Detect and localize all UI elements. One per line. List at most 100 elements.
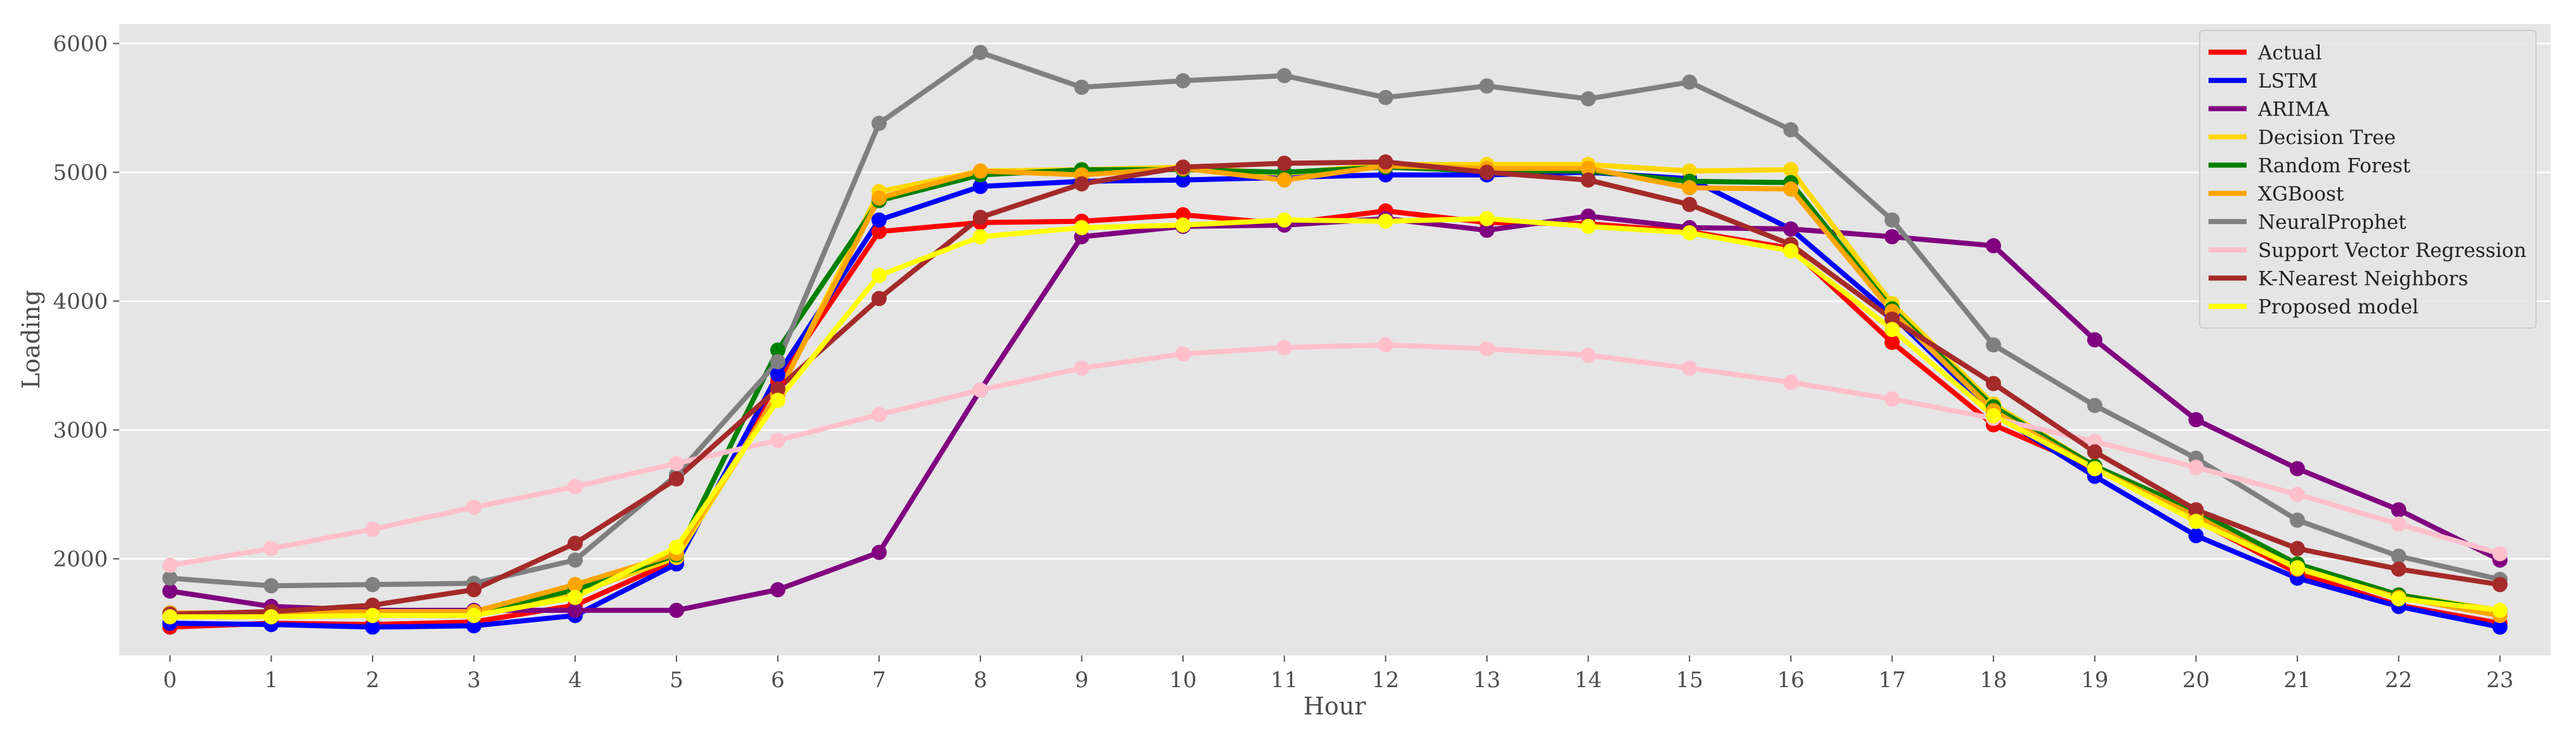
data-point-arima <box>668 602 684 618</box>
data-point-support-vector-regression <box>2188 459 2204 475</box>
data-point-k-nearest-neighbors <box>2289 541 2305 556</box>
data-point-support-vector-regression <box>1580 347 1596 363</box>
series-points-support-vector-regression <box>162 337 2508 573</box>
data-point-support-vector-regression <box>2289 487 2305 503</box>
x-tick-label: 14 <box>1575 667 1602 693</box>
y-tick-label: 5000 <box>53 161 108 186</box>
y-axis-ticks: 2000 3000 4000 5000 6000 <box>53 31 119 572</box>
data-point-random-forest <box>770 342 786 358</box>
data-point-k-nearest-neighbors <box>1378 154 1394 170</box>
data-point-proposed-model <box>1986 408 2002 424</box>
legend-label-proposed-model: Proposed model <box>2258 296 2419 319</box>
data-point-neuralprophet <box>2289 512 2305 528</box>
y-tick-label: 4000 <box>53 289 108 315</box>
x-tick-label: 23 <box>2487 667 2514 693</box>
data-point-proposed-model <box>972 229 988 245</box>
data-point-k-nearest-neighbors <box>1074 176 1090 192</box>
data-point-neuralprophet <box>1884 212 1900 228</box>
data-point-lstm <box>972 178 988 194</box>
data-point-actual <box>1884 334 1900 350</box>
y-tick-label: 3000 <box>53 418 108 444</box>
x-tick-label: 21 <box>2283 667 2311 693</box>
data-point-support-vector-regression <box>162 557 178 573</box>
data-point-neuralprophet <box>2087 398 2103 414</box>
y-tick-label: 6000 <box>53 31 108 56</box>
data-point-neuralprophet <box>567 552 583 568</box>
x-tick-label: 17 <box>1879 667 1906 693</box>
data-point-neuralprophet <box>1276 68 1292 84</box>
data-point-proposed-model <box>2391 591 2407 607</box>
plot-background <box>119 24 2551 655</box>
series-points-proposed-model <box>162 211 2508 625</box>
series-line-proposed-model <box>169 216 2500 620</box>
data-point-arima <box>567 602 583 618</box>
data-point-proposed-model <box>1378 213 1394 229</box>
data-point-xgboost <box>1783 181 1799 197</box>
data-point-proposed-model <box>567 589 583 605</box>
x-tick-label: 1 <box>265 667 279 693</box>
x-tick-label: 16 <box>1777 667 1804 693</box>
data-point-k-nearest-neighbors <box>567 536 583 551</box>
data-point-k-nearest-neighbors <box>1682 197 1698 213</box>
data-point-arima <box>2087 332 2103 348</box>
data-point-neuralprophet <box>770 354 786 369</box>
data-point-support-vector-regression <box>1378 337 1394 353</box>
data-point-k-nearest-neighbors <box>770 381 786 397</box>
data-point-lstm <box>365 619 381 635</box>
legend-label-xgboost: XGBoost <box>2258 183 2344 206</box>
data-point-k-nearest-neighbors <box>2188 502 2204 518</box>
data-point-arima <box>1884 229 1900 245</box>
data-point-proposed-model <box>871 268 887 283</box>
data-point-decision-tree <box>1783 162 1799 178</box>
data-point-xgboost <box>972 163 988 179</box>
x-axis-label: Hour <box>1304 692 1366 720</box>
data-point-lstm <box>2492 619 2508 635</box>
data-point-proposed-model <box>668 539 684 555</box>
data-point-support-vector-regression <box>1074 360 1090 376</box>
x-tick-label: 2 <box>366 667 380 693</box>
data-point-proposed-model <box>1175 217 1191 233</box>
legend-label-lstm: LSTM <box>2258 70 2318 93</box>
x-tick-label: 9 <box>1075 667 1089 693</box>
x-tick-label: 3 <box>467 667 481 693</box>
data-point-proposed-model <box>263 609 279 625</box>
legend-label-actual: Actual <box>2257 41 2322 64</box>
data-point-support-vector-regression <box>871 407 887 423</box>
data-point-k-nearest-neighbors <box>1986 376 2002 391</box>
x-tick-label: 12 <box>1372 667 1399 693</box>
data-point-neuralprophet <box>1580 91 1596 107</box>
data-point-neuralprophet <box>1074 79 1090 95</box>
data-point-k-nearest-neighbors <box>1479 164 1495 180</box>
x-tick-label: 6 <box>771 667 785 693</box>
data-point-xgboost <box>1276 172 1292 188</box>
data-point-arima <box>770 582 786 598</box>
data-point-support-vector-regression <box>365 522 381 537</box>
data-point-xgboost <box>1580 161 1596 176</box>
data-point-neuralprophet <box>1479 78 1495 94</box>
x-tick-label: 7 <box>872 667 886 693</box>
data-point-k-nearest-neighbors <box>2087 444 2103 460</box>
data-point-xgboost <box>871 190 887 206</box>
x-tick-label: 18 <box>1979 667 2007 693</box>
data-point-arima <box>871 544 887 560</box>
data-point-neuralprophet <box>1378 89 1394 105</box>
data-point-support-vector-regression <box>1175 346 1191 362</box>
data-point-neuralprophet <box>1682 74 1698 90</box>
x-tick-label: 0 <box>163 667 177 693</box>
data-point-support-vector-regression <box>466 499 482 515</box>
data-point-lstm <box>770 367 786 383</box>
data-point-neuralprophet <box>365 577 381 593</box>
y-axis-label: Loading <box>17 290 45 389</box>
data-point-support-vector-regression <box>2492 546 2508 562</box>
data-point-support-vector-regression <box>1884 391 1900 407</box>
data-point-k-nearest-neighbors <box>2391 561 2407 577</box>
legend-label-arima: ARIMA <box>2257 98 2330 121</box>
data-point-proposed-model <box>365 608 381 624</box>
legend-label-random-forest: Random Forest <box>2258 154 2411 177</box>
legend-box <box>2199 30 2537 329</box>
y-tick-label: 2000 <box>53 547 108 572</box>
legend: Actual LSTM ARIMA Decision Tree Random Fores… <box>2199 30 2537 329</box>
data-point-arima <box>2391 502 2407 518</box>
data-point-neuralprophet <box>972 44 988 60</box>
data-point-arima <box>1986 238 2002 254</box>
